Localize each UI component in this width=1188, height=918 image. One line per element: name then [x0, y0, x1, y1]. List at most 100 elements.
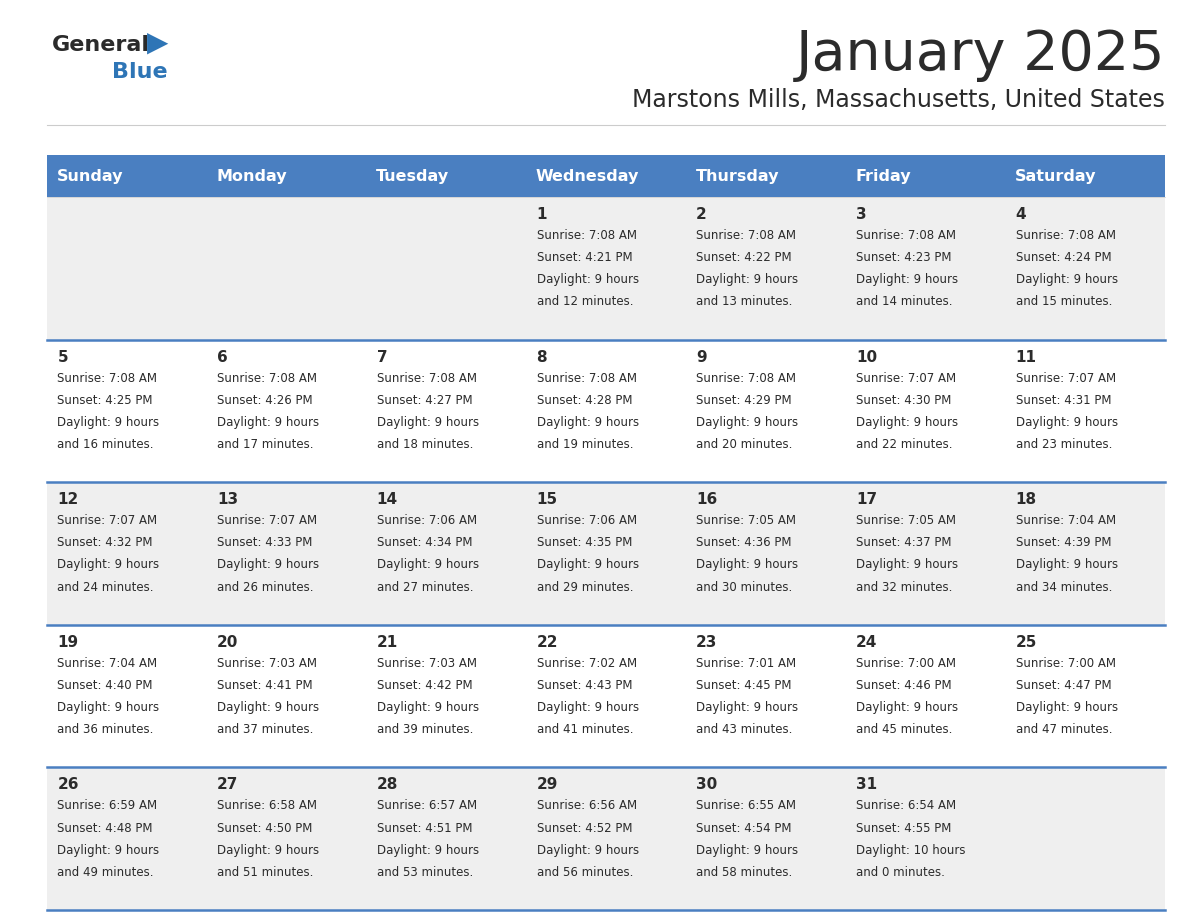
Bar — [366, 340, 526, 482]
Text: and 15 minutes.: and 15 minutes. — [1016, 296, 1112, 308]
Text: 16: 16 — [696, 492, 718, 508]
Text: 25: 25 — [1016, 635, 1037, 650]
Bar — [48, 482, 207, 625]
Bar — [1005, 625, 1165, 767]
Text: Daylight: 9 hours: Daylight: 9 hours — [855, 416, 958, 429]
Text: 27: 27 — [217, 778, 239, 792]
Text: 4: 4 — [1016, 207, 1026, 222]
Bar — [846, 625, 1005, 767]
Text: Daylight: 9 hours: Daylight: 9 hours — [377, 701, 479, 714]
Text: and 49 minutes.: and 49 minutes. — [57, 866, 154, 879]
Text: and 24 minutes.: and 24 minutes. — [57, 580, 154, 594]
Text: Sunrise: 7:06 AM: Sunrise: 7:06 AM — [377, 514, 476, 527]
Text: and 0 minutes.: and 0 minutes. — [855, 866, 944, 879]
Text: Sunrise: 7:07 AM: Sunrise: 7:07 AM — [1016, 372, 1116, 385]
Text: 15: 15 — [537, 492, 557, 508]
Text: Sunset: 4:25 PM: Sunset: 4:25 PM — [57, 394, 153, 407]
Bar — [846, 482, 1005, 625]
Text: Sunrise: 6:55 AM: Sunrise: 6:55 AM — [696, 800, 796, 812]
Bar — [846, 197, 1005, 340]
Bar — [207, 155, 366, 197]
Bar — [48, 340, 207, 482]
Text: Sunrise: 7:06 AM: Sunrise: 7:06 AM — [537, 514, 637, 527]
Text: 8: 8 — [537, 350, 548, 364]
Bar — [526, 197, 685, 340]
Text: and 53 minutes.: and 53 minutes. — [377, 866, 473, 879]
Text: Blue: Blue — [112, 62, 168, 82]
Text: and 45 minutes.: and 45 minutes. — [855, 723, 953, 736]
Bar — [366, 197, 526, 340]
Text: Daylight: 9 hours: Daylight: 9 hours — [217, 416, 320, 429]
Text: and 56 minutes.: and 56 minutes. — [537, 866, 633, 879]
Bar — [846, 767, 1005, 910]
Text: and 12 minutes.: and 12 minutes. — [537, 296, 633, 308]
Text: 26: 26 — [57, 778, 78, 792]
Text: January 2025: January 2025 — [796, 28, 1165, 82]
Text: Daylight: 9 hours: Daylight: 9 hours — [57, 701, 159, 714]
Text: Daylight: 9 hours: Daylight: 9 hours — [1016, 416, 1118, 429]
Text: 6: 6 — [217, 350, 228, 364]
Text: Daylight: 9 hours: Daylight: 9 hours — [696, 274, 798, 286]
Text: Sunset: 4:41 PM: Sunset: 4:41 PM — [217, 679, 312, 692]
Text: Sunset: 4:48 PM: Sunset: 4:48 PM — [57, 822, 153, 834]
Bar — [685, 482, 846, 625]
Text: 19: 19 — [57, 635, 78, 650]
Text: Sunset: 4:33 PM: Sunset: 4:33 PM — [217, 536, 312, 549]
Text: Sunrise: 7:08 AM: Sunrise: 7:08 AM — [1016, 229, 1116, 242]
Text: and 41 minutes.: and 41 minutes. — [537, 723, 633, 736]
Text: Sunrise: 7:07 AM: Sunrise: 7:07 AM — [855, 372, 956, 385]
Text: and 22 minutes.: and 22 minutes. — [855, 438, 953, 451]
Bar — [366, 625, 526, 767]
Text: Sunset: 4:47 PM: Sunset: 4:47 PM — [1016, 679, 1111, 692]
Bar — [207, 340, 366, 482]
Bar — [48, 625, 207, 767]
Text: Sunrise: 6:59 AM: Sunrise: 6:59 AM — [57, 800, 158, 812]
Text: Sunrise: 6:54 AM: Sunrise: 6:54 AM — [855, 800, 956, 812]
Text: Sunset: 4:30 PM: Sunset: 4:30 PM — [855, 394, 952, 407]
Bar — [685, 340, 846, 482]
Text: Daylight: 9 hours: Daylight: 9 hours — [855, 701, 958, 714]
Text: Daylight: 9 hours: Daylight: 9 hours — [537, 558, 639, 571]
Text: Sunset: 4:37 PM: Sunset: 4:37 PM — [855, 536, 952, 549]
Text: and 13 minutes.: and 13 minutes. — [696, 296, 792, 308]
Bar — [846, 340, 1005, 482]
Text: Daylight: 9 hours: Daylight: 9 hours — [377, 844, 479, 856]
Text: Sunset: 4:29 PM: Sunset: 4:29 PM — [696, 394, 792, 407]
Bar — [1005, 197, 1165, 340]
Text: Sunrise: 6:56 AM: Sunrise: 6:56 AM — [537, 800, 637, 812]
Text: Marstons Mills, Massachusetts, United States: Marstons Mills, Massachusetts, United St… — [632, 88, 1165, 112]
Text: and 32 minutes.: and 32 minutes. — [855, 580, 953, 594]
Text: Sunset: 4:26 PM: Sunset: 4:26 PM — [217, 394, 312, 407]
Text: Daylight: 9 hours: Daylight: 9 hours — [1016, 274, 1118, 286]
Text: Daylight: 9 hours: Daylight: 9 hours — [537, 844, 639, 856]
Text: Sunrise: 7:03 AM: Sunrise: 7:03 AM — [217, 656, 317, 670]
Text: 21: 21 — [377, 635, 398, 650]
Text: 5: 5 — [57, 350, 68, 364]
Text: Sunset: 4:39 PM: Sunset: 4:39 PM — [1016, 536, 1111, 549]
Text: Sunset: 4:35 PM: Sunset: 4:35 PM — [537, 536, 632, 549]
Text: 20: 20 — [217, 635, 239, 650]
Text: Thursday: Thursday — [695, 169, 779, 184]
Bar — [685, 155, 846, 197]
Text: 17: 17 — [855, 492, 877, 508]
Text: and 58 minutes.: and 58 minutes. — [696, 866, 792, 879]
Text: Daylight: 9 hours: Daylight: 9 hours — [855, 558, 958, 571]
Bar — [526, 482, 685, 625]
Text: Sunset: 4:55 PM: Sunset: 4:55 PM — [855, 822, 952, 834]
Bar — [1005, 340, 1165, 482]
Text: Daylight: 9 hours: Daylight: 9 hours — [377, 416, 479, 429]
Text: Sunrise: 7:07 AM: Sunrise: 7:07 AM — [217, 514, 317, 527]
Text: Daylight: 9 hours: Daylight: 9 hours — [1016, 558, 1118, 571]
Text: Sunset: 4:43 PM: Sunset: 4:43 PM — [537, 679, 632, 692]
Text: Sunset: 4:21 PM: Sunset: 4:21 PM — [537, 252, 632, 264]
Text: Sunrise: 7:05 AM: Sunrise: 7:05 AM — [855, 514, 956, 527]
Text: Saturday: Saturday — [1015, 169, 1097, 184]
Text: Sunset: 4:31 PM: Sunset: 4:31 PM — [1016, 394, 1111, 407]
Text: and 43 minutes.: and 43 minutes. — [696, 723, 792, 736]
Text: Sunrise: 7:08 AM: Sunrise: 7:08 AM — [855, 229, 956, 242]
Text: Daylight: 9 hours: Daylight: 9 hours — [217, 558, 320, 571]
Text: Daylight: 9 hours: Daylight: 9 hours — [57, 844, 159, 856]
Bar — [207, 767, 366, 910]
Bar — [207, 197, 366, 340]
Text: Sunrise: 7:02 AM: Sunrise: 7:02 AM — [537, 656, 637, 670]
